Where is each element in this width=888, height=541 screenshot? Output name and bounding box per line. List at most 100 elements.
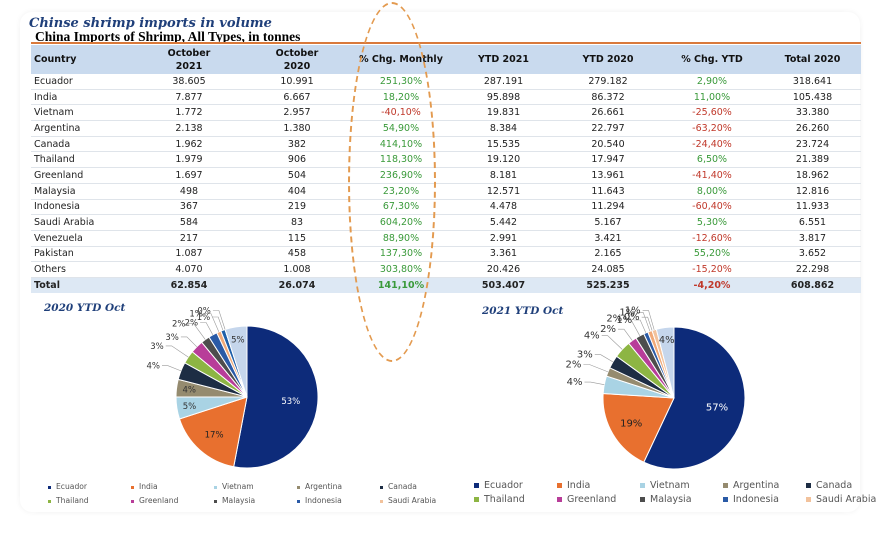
header-ytd-2021: YTD 2021 [451, 45, 556, 74]
legend-swatch [640, 497, 645, 502]
cell-chg-monthly: -40,10% [351, 104, 451, 122]
pie-data-label: 1% [619, 307, 635, 318]
total-row: Total 62.854 26.074 141,10% 503.407 525.235 -4… [31, 276, 861, 293]
table-row: Malaysia 498 404 23,20% 12.571 11.643 8,00% 12.… [31, 183, 861, 200]
table-row: Thailand 1.979 906 118,30% 19.120 17.947 6,50%… [31, 151, 861, 169]
cell-chg-ytd: 55,20% [660, 246, 764, 263]
legend-item: Indonesia [297, 496, 342, 505]
pie-data-label: 57% [706, 403, 728, 414]
pie-data-label: 1% [616, 315, 632, 326]
legend-label: Greenland [567, 494, 617, 505]
cell-country: Ecuador [31, 74, 135, 90]
cell-total-2020: 23.724 [764, 136, 861, 153]
legend-item: Malaysia [640, 494, 692, 505]
cell-total-2020: 608.862 [764, 276, 861, 293]
cell-ytd-2020: 22.797 [556, 120, 660, 137]
cell-ytd-2020: 525.235 [556, 276, 660, 293]
cell-ytd-2020: 20.540 [556, 136, 660, 153]
cell-oct-2020: 83 [243, 214, 351, 231]
legend-swatch [131, 499, 134, 503]
pie-slice [655, 326, 675, 399]
pie-data-label: 4% [182, 386, 196, 396]
legend-swatch [48, 485, 51, 489]
table-row: Indonesia 367 219 67,30% 4.478 11.294 -60,40% 1… [31, 199, 861, 216]
cell-total-2020: 18.962 [764, 167, 861, 184]
cell-chg-ytd: -24,40% [660, 136, 764, 153]
leader-line [594, 354, 614, 363]
leader-line [187, 323, 206, 340]
cell-oct-2020: 2.957 [243, 104, 351, 122]
header-ytd-2020: YTD 2020 [556, 45, 660, 74]
cell-oct-2021: 217 [135, 230, 243, 247]
pie-slice [233, 325, 319, 469]
cell-country: Argentina [31, 120, 135, 137]
cell-chg-ytd: -60,40% [660, 199, 764, 216]
legend-swatch [806, 483, 811, 488]
pie-data-label: 4% [567, 377, 583, 388]
cell-oct-2021: 584 [135, 214, 243, 231]
cell-oct-2020: 6.667 [243, 89, 351, 106]
legend-item: Canada [806, 480, 852, 491]
cell-country: Greenland [31, 167, 135, 184]
legend-label: Indonesia [733, 494, 779, 505]
leader-line [624, 317, 641, 336]
legend-swatch [297, 485, 300, 489]
cell-ytd-2021: 3.361 [451, 246, 556, 263]
header-country: Country [31, 45, 135, 74]
cell-total-2020: 26.260 [764, 120, 861, 137]
cell-chg-ytd: -63,20% [660, 120, 764, 137]
pie-data-label: 2% [185, 319, 199, 329]
pie-2021-legend: Ecuador India Vietnam Argentina Canada Thaila… [474, 480, 884, 512]
title-divider [31, 42, 861, 44]
leader-line [162, 365, 182, 372]
legend-item: Argentina [297, 482, 342, 491]
legend-swatch [214, 485, 217, 489]
cell-country: Saudi Arabia [31, 214, 135, 231]
cell-oct-2020: 1.380 [243, 120, 351, 137]
cell-ytd-2021: 503.407 [451, 276, 556, 293]
leader-line [641, 316, 653, 331]
cell-ytd-2020: 86.372 [556, 89, 660, 106]
legend-item: Malaysia [214, 496, 255, 505]
legend-label: Vietnam [650, 480, 690, 491]
cell-oct-2021: 1.087 [135, 246, 243, 263]
table-row: Venezuela 217 115 88,90% 2.991 3.421 -12,60% 3.… [31, 230, 861, 247]
pie-data-label: 1% [625, 306, 641, 317]
leader-line [601, 335, 623, 350]
cell-oct-2020: 115 [243, 230, 351, 247]
cell-chg-ytd: 6,50% [660, 151, 764, 169]
leader-line [584, 381, 605, 385]
legend-label: Vietnam [222, 482, 254, 491]
cell-oct-2021: 1.962 [135, 136, 243, 153]
legend-swatch [723, 483, 728, 488]
cell-oct-2021: 1.697 [135, 167, 243, 184]
legend-label: Ecuador [56, 482, 88, 491]
pie-data-label: 53% [281, 397, 300, 407]
cell-oct-2021: 7.877 [135, 89, 243, 106]
cell-chg-monthly: 137,30% [351, 246, 451, 263]
legend-item: Thailand [48, 496, 89, 505]
pie-data-label: 1% [197, 313, 211, 323]
cell-ytd-2020: 11.643 [556, 183, 660, 200]
cell-ytd-2021: 5.442 [451, 214, 556, 231]
table-row: Canada 1.962 382 414,10% 15.535 20.540 -24,40%… [31, 136, 861, 153]
leader-line [165, 345, 189, 358]
pie-data-label: 4% [147, 362, 161, 372]
pie-data-label: 4% [659, 335, 675, 346]
legend-item: Ecuador [48, 482, 87, 491]
cell-oct-2021: 38.605 [135, 74, 243, 90]
cell-oct-2020: 504 [243, 167, 351, 184]
legend-item: Greenland [131, 496, 178, 505]
pie-data-label: 3% [150, 342, 164, 352]
cell-chg-monthly: 88,90% [351, 230, 451, 247]
legend-item: Argentina [723, 480, 779, 491]
cell-ytd-2021: 19.831 [451, 104, 556, 122]
cell-chg-ytd: 2,90% [660, 74, 764, 90]
cell-chg-monthly: 67,30% [351, 199, 451, 216]
cell-chg-monthly: 251,30% [351, 74, 451, 90]
legend-label: India [567, 480, 591, 491]
cell-country: Indonesia [31, 199, 135, 216]
cell-oct-2021: 498 [135, 183, 243, 200]
cell-ytd-2020: 279.182 [556, 74, 660, 90]
legend-item: Indonesia [723, 494, 779, 505]
